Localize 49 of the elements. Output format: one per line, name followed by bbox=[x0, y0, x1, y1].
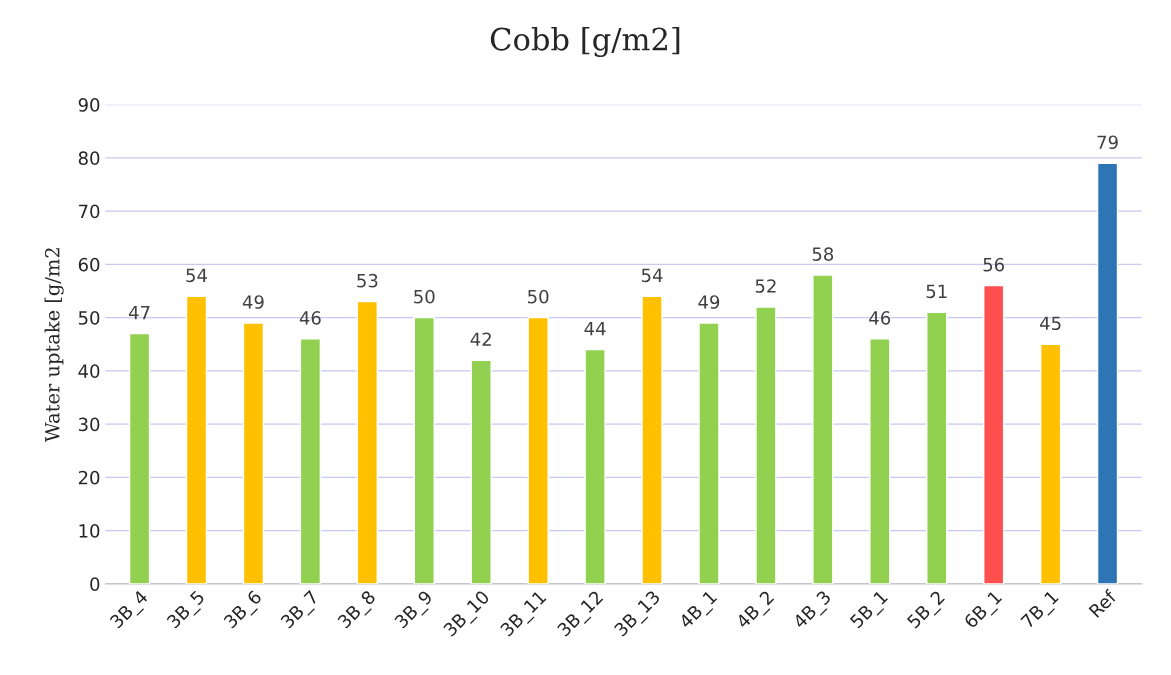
data-label: 54 bbox=[641, 268, 663, 283]
y-tick-label: 50 bbox=[78, 311, 100, 325]
bar bbox=[128, 332, 151, 584]
bar bbox=[1039, 343, 1062, 584]
bar bbox=[470, 359, 492, 584]
y-tick-label: 20 bbox=[78, 470, 100, 485]
chart-title: Cobb [g/m2] bbox=[490, 27, 680, 58]
y-tick-label: 60 bbox=[78, 257, 100, 272]
bar bbox=[527, 316, 549, 584]
data-label: 46 bbox=[869, 311, 891, 325]
y-axis-title: Water uptake [g/m2 bbox=[44, 248, 64, 443]
data-label: 53 bbox=[357, 273, 378, 288]
bar bbox=[641, 295, 663, 584]
y-tick-label: 30 bbox=[78, 417, 100, 432]
data-label: 54 bbox=[186, 268, 207, 283]
y-tick-label: 90 bbox=[78, 98, 100, 112]
y-tick-label: 70 bbox=[79, 204, 100, 219]
bar bbox=[356, 300, 378, 584]
bar bbox=[584, 348, 606, 584]
bar bbox=[812, 274, 834, 584]
data-label: 52 bbox=[755, 279, 776, 293]
bar bbox=[755, 306, 777, 584]
bar bbox=[1096, 162, 1119, 584]
data-label: 79 bbox=[1097, 135, 1118, 150]
bar bbox=[242, 322, 265, 584]
bar bbox=[299, 338, 322, 584]
data-label: 56 bbox=[983, 257, 1005, 272]
bar bbox=[698, 322, 720, 584]
data-label: 47 bbox=[128, 306, 150, 320]
data-label: 46 bbox=[299, 311, 321, 325]
x-tick-label: Ref bbox=[1088, 588, 1118, 619]
data-label: 50 bbox=[528, 289, 549, 304]
bar bbox=[413, 316, 435, 584]
bar bbox=[926, 311, 948, 584]
bar bbox=[869, 338, 891, 584]
y-tick-label: 0 bbox=[90, 577, 100, 591]
data-label: 49 bbox=[698, 295, 720, 309]
data-label: 49 bbox=[242, 295, 264, 309]
data-label: 42 bbox=[470, 332, 491, 346]
y-tick-label: 10 bbox=[79, 524, 100, 538]
data-label: 45 bbox=[1040, 316, 1061, 331]
y-tick-label: 80 bbox=[78, 151, 100, 165]
data-label: 51 bbox=[926, 284, 947, 299]
data-label: 50 bbox=[414, 289, 435, 304]
bar bbox=[983, 284, 1005, 584]
y-tick-label: 40 bbox=[78, 364, 100, 378]
data-label: 44 bbox=[584, 322, 606, 336]
data-label: 58 bbox=[812, 247, 834, 261]
bar bbox=[185, 295, 208, 584]
